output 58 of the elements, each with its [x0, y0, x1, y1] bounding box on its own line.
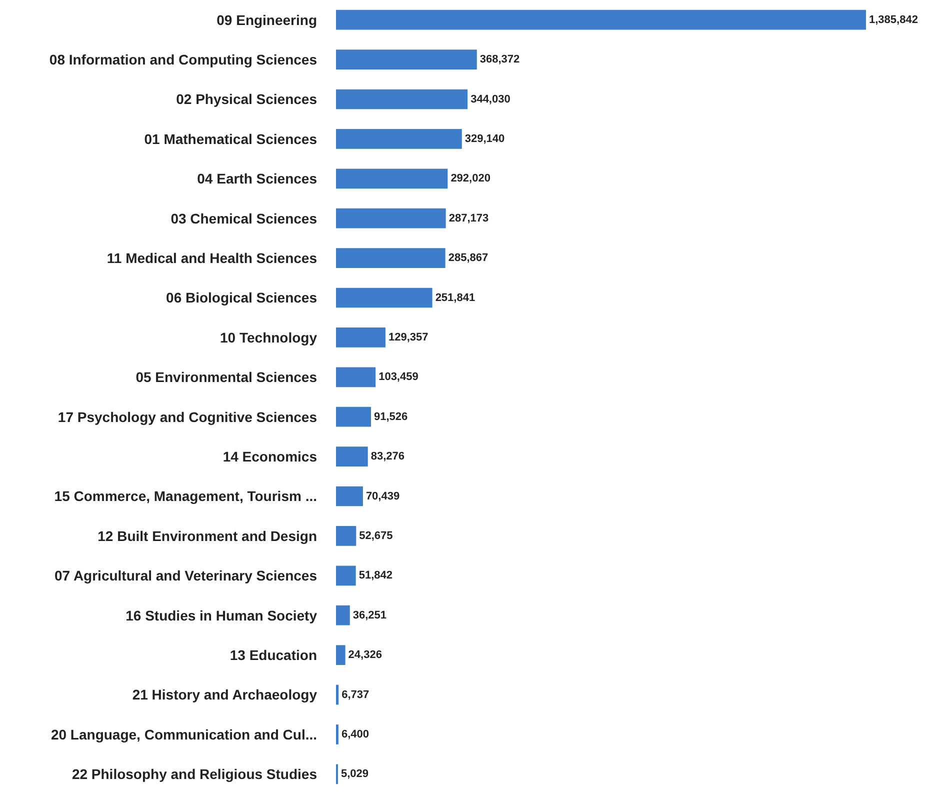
data-label: 5,029 [341, 768, 369, 780]
y-tick-label: 11 Medical and Health Sciences [106, 250, 318, 266]
bar [336, 406, 371, 427]
bar [336, 566, 356, 586]
y-tick-label: 02 Physical Sciences [176, 91, 318, 108]
data-label: 36,251 [352, 609, 387, 622]
bar [336, 645, 346, 665]
data-label: 91,526 [374, 410, 408, 423]
bar [336, 605, 350, 626]
y-tick-label: 01 Mathematical Sciences [144, 130, 318, 147]
data-label: 251,841 [435, 292, 476, 304]
data-label: 1,385,842 [869, 14, 918, 26]
bar [336, 248, 446, 268]
data-label: 329,140 [464, 132, 505, 145]
data-label: 6,400 [341, 728, 369, 740]
bar [336, 328, 386, 348]
bar [336, 446, 368, 466]
data-label: 24,326 [348, 649, 382, 662]
y-tick-label: 04 Earth Sciences [197, 170, 318, 187]
bar [336, 367, 376, 388]
data-label: 368,372 [480, 54, 520, 66]
bar [336, 10, 866, 30]
bar [336, 168, 448, 189]
y-tick-label: 16 Studies in Human Society [126, 607, 318, 624]
data-label: 52,675 [359, 530, 393, 542]
y-tick-label: 15 Commerce, Management, Tourism ... [54, 488, 317, 504]
bar [336, 526, 356, 546]
data-label: 285,867 [448, 252, 488, 264]
y-tick-label: 03 Chemical Sciences [170, 210, 318, 226]
data-label: 6,737 [342, 688, 370, 701]
y-tick-label: 07 Agricultural and Veterinary Sciences [54, 568, 318, 584]
bar [336, 288, 432, 308]
bar [336, 50, 477, 70]
y-tick-label: 17 Psychology and Cognitive Sciences [58, 408, 318, 425]
y-tick-label: 05 Environmental Sciences [136, 369, 318, 386]
y-tick-label: 14 Economics [222, 448, 318, 464]
data-label: 344,030 [470, 93, 510, 106]
y-tick-label: 22 Philosophy and Religious Studies [72, 766, 318, 782]
bar [336, 684, 339, 705]
y-tick-label: 13 Education [230, 646, 317, 663]
data-label: 70,439 [366, 490, 400, 502]
y-tick-label: 20 Language, Communication and Cul... [50, 726, 317, 742]
data-label: 129,357 [388, 331, 428, 344]
y-tick-label: 09 Engineering [216, 12, 317, 28]
y-tick-label: 10 Technology [220, 329, 318, 346]
data-label: 83,276 [370, 450, 405, 463]
bar [336, 129, 462, 149]
y-tick-label: 12 Built Environment and Design [98, 528, 317, 544]
data-label: 51,842 [358, 570, 392, 582]
bar [336, 208, 446, 228]
y-tick-label: 21 History and Archaeology [132, 686, 318, 703]
bar [336, 89, 468, 110]
bar [336, 486, 363, 506]
data-label: 292,020 [450, 172, 490, 185]
y-tick-label: 06 Biological Sciences [166, 290, 318, 306]
data-label: 103,459 [378, 371, 418, 384]
y-tick-label: 08 Information and Computing Sciences [49, 51, 318, 68]
data-label: 287,173 [448, 212, 489, 224]
